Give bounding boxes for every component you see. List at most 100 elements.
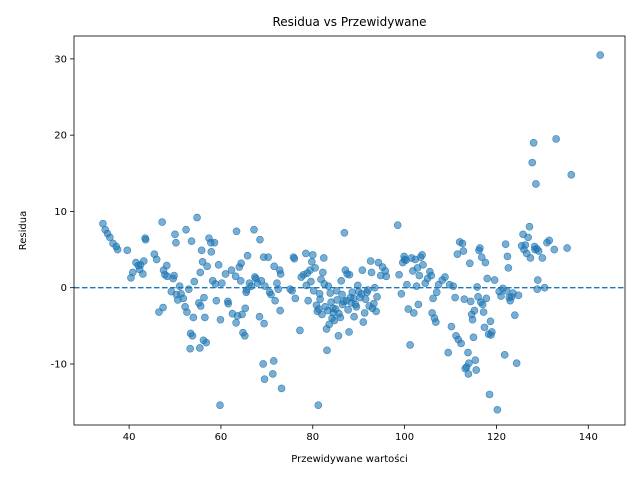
data-point	[441, 273, 449, 281]
data-point	[451, 293, 459, 302]
data-point	[198, 257, 207, 266]
data-point	[525, 222, 534, 231]
data-point	[483, 274, 492, 283]
data-point	[352, 302, 361, 311]
data-point	[429, 294, 437, 303]
data-point	[221, 270, 230, 278]
data-point	[469, 333, 478, 342]
data-point	[216, 315, 225, 324]
data-point	[236, 277, 245, 285]
plot-frame	[73, 35, 626, 426]
data-point	[197, 246, 206, 255]
data-point	[447, 322, 456, 331]
data-point	[481, 258, 490, 267]
data-point	[207, 248, 216, 256]
data-point	[497, 292, 505, 300]
data-point	[171, 230, 179, 239]
data-point	[465, 359, 473, 368]
data-point	[464, 370, 473, 378]
data-point	[238, 310, 246, 319]
data-point	[344, 306, 352, 314]
data-point	[184, 285, 193, 294]
chart-title: Residua vs Przewidywane	[273, 15, 427, 29]
y-tick-label: -10	[51, 359, 67, 370]
y-tick-label: 0	[61, 283, 67, 294]
data-point	[361, 295, 370, 303]
data-point	[162, 261, 171, 270]
data-point	[493, 405, 502, 414]
data-point	[486, 317, 495, 326]
data-point	[466, 297, 475, 306]
data-point	[237, 259, 245, 268]
data-point	[409, 309, 418, 317]
data-point	[259, 360, 267, 368]
data-point	[307, 277, 315, 286]
data-point	[532, 180, 540, 188]
data-point	[427, 271, 436, 280]
data-point	[183, 308, 191, 316]
data-point	[534, 247, 543, 255]
data-point	[203, 262, 211, 271]
data-point	[106, 233, 114, 242]
data-point	[432, 288, 441, 297]
data-point	[314, 401, 323, 409]
data-point	[267, 290, 275, 299]
data-point	[471, 356, 480, 364]
data-point	[345, 328, 353, 336]
data-point	[311, 264, 319, 272]
data-point	[482, 294, 491, 303]
data-point	[345, 270, 354, 279]
data-point	[141, 235, 150, 244]
data-point	[358, 266, 367, 274]
data-point	[338, 290, 346, 299]
data-point	[366, 257, 375, 265]
data-point	[290, 254, 299, 263]
data-point	[406, 341, 414, 349]
data-point	[324, 282, 333, 290]
y-tick-label: 20	[54, 131, 67, 142]
data-point	[458, 239, 467, 248]
data-point	[348, 288, 357, 297]
data-point	[360, 309, 369, 317]
data-point	[319, 254, 328, 262]
data-point	[188, 331, 197, 340]
x-tick-label: 120	[487, 432, 506, 443]
data-point	[432, 318, 440, 326]
data-point	[212, 296, 221, 305]
data-point	[242, 288, 250, 297]
data-point	[123, 246, 132, 255]
data-point	[152, 255, 161, 264]
data-point	[500, 351, 509, 359]
data-point	[273, 279, 281, 287]
data-point	[524, 233, 532, 242]
data-point	[187, 237, 196, 245]
x-tick-label: 60	[215, 432, 228, 443]
data-point	[359, 318, 368, 326]
data-point	[196, 344, 204, 352]
data-point	[468, 315, 477, 324]
data-point	[393, 221, 402, 229]
data-point	[159, 303, 167, 312]
x-axis-title: Przewidywane wartości	[291, 453, 408, 465]
data-point	[453, 250, 462, 258]
data-point	[464, 348, 472, 357]
data-point	[270, 262, 278, 271]
data-point	[504, 264, 513, 272]
x-tick-label: 40	[123, 432, 136, 443]
data-point	[449, 282, 458, 290]
data-point	[596, 51, 605, 59]
data-point	[243, 251, 252, 260]
data-point	[514, 291, 523, 300]
data-point	[260, 375, 269, 384]
data-point	[457, 339, 465, 348]
data-point	[255, 312, 264, 321]
data-point	[415, 271, 424, 280]
data-point	[172, 238, 180, 247]
data-point	[271, 296, 279, 305]
data-point	[232, 318, 240, 327]
data-point	[397, 290, 406, 298]
data-point	[512, 359, 521, 368]
data-point	[395, 270, 403, 279]
data-point	[196, 302, 205, 310]
